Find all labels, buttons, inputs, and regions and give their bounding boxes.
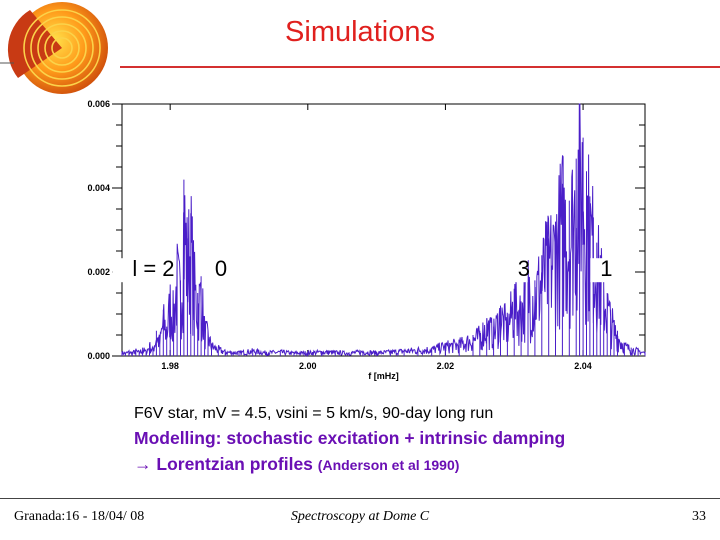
y-tick-label: 0.000	[87, 351, 110, 361]
plot-frame	[121, 103, 646, 357]
annotation-background	[112, 258, 165, 283]
x-tick-label: 2.02	[437, 361, 455, 371]
power-spectrum-chart: 0.000 0.002 0.004 0.006 1.98 2.00 2.02 2.04 f [m…	[87, 99, 646, 381]
note-modelling: Modelling: stochastic excitation + intri…	[134, 428, 566, 448]
y-tick-label: 0.004	[87, 183, 110, 193]
x-tick-label: 1.98	[161, 361, 179, 371]
slide-title: Simulations	[285, 16, 435, 48]
note-lorentzian: → Lorentzian profiles (Anderson et al 19…	[134, 454, 459, 475]
footer-rule	[0, 498, 720, 499]
x-axis-label: f [mHz]	[368, 371, 399, 381]
note-star-params: F6V star, mV = 4.5, vsini = 5 km/s, 90-d…	[134, 405, 494, 422]
annotation-background	[204, 258, 225, 283]
star-cutaway-logo-icon	[0, 2, 108, 94]
arrow-icon: →	[134, 454, 152, 474]
annotation-background	[590, 258, 611, 283]
footer-talk-title: Spectroscopy at Dome C	[290, 509, 430, 524]
x-tick-label: 2.00	[299, 361, 317, 371]
mode-degree-label: l = 2	[132, 256, 174, 281]
mode-degree-label: 1	[600, 256, 612, 281]
mode-degree-label: 0	[215, 256, 227, 281]
mode-degree-label: 3	[518, 256, 530, 281]
footer-page-number: 33	[692, 509, 706, 524]
y-tick-label: 0.006	[87, 99, 110, 109]
title-rule	[120, 66, 720, 68]
spectrum-series-line	[121, 103, 646, 358]
x-tick-label: 2.04	[574, 361, 592, 371]
y-tick-label: 0.002	[87, 267, 110, 277]
footer-event: Granada:16 - 18/04/ 08	[14, 509, 145, 524]
note-lorentzian-text: Lorentzian profiles	[156, 454, 313, 474]
note-citation: (Anderson et al 1990)	[317, 457, 460, 473]
annotation-background	[507, 258, 528, 283]
